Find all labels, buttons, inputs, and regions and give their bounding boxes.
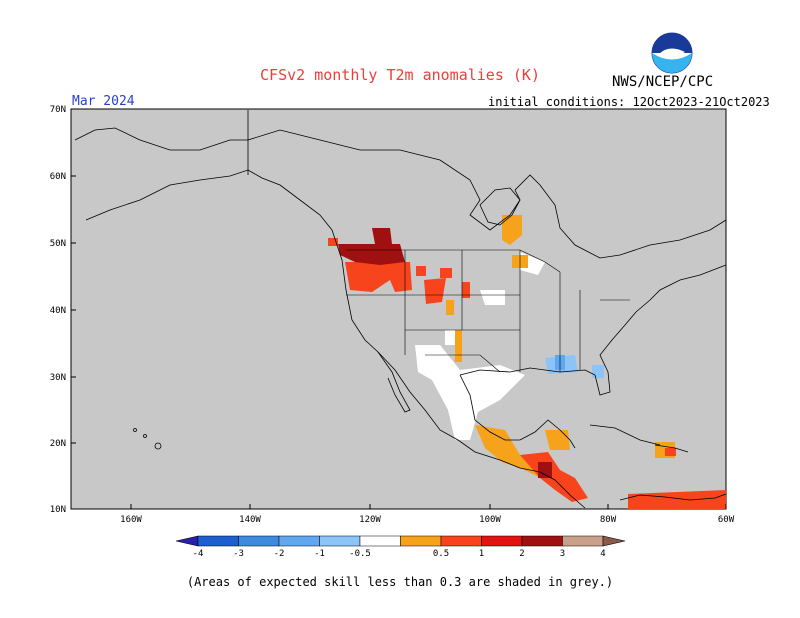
anomaly-patch	[440, 268, 452, 278]
lon-label: 120W	[359, 515, 381, 525]
colorbar-label: 0.5	[433, 549, 449, 559]
lat-label: 10N	[50, 505, 66, 515]
lat-label: 40N	[50, 306, 66, 316]
lon-label: 60W	[718, 515, 735, 525]
colorbar-label: -4	[193, 549, 204, 559]
anomaly-patch	[455, 330, 462, 362]
lat-label: 30N	[50, 373, 66, 383]
lon-label: 100W	[479, 515, 501, 525]
colorbar-cell	[278, 535, 320, 547]
lon-label: 80W	[600, 515, 617, 525]
anomaly-patch	[446, 300, 454, 315]
colorbar-label: 2	[519, 549, 524, 559]
lat-label: 70N	[50, 105, 66, 115]
noaa-logo-icon	[651, 32, 693, 74]
anomaly-shading	[328, 215, 726, 509]
anomaly-patch	[462, 282, 470, 298]
initial-conditions: initial conditions: 12Oct2023-21Oct2023	[488, 95, 770, 109]
anomaly-patch	[538, 462, 552, 478]
anomaly-patch	[665, 448, 676, 456]
colorbar-label: 4	[600, 549, 605, 559]
anomaly-patch	[545, 430, 570, 450]
anomaly-patch	[338, 244, 405, 265]
anomaly-patch	[520, 452, 588, 502]
colorbar-cell	[481, 535, 523, 547]
org-label: NWS/NCEP/CPC	[612, 74, 714, 90]
colorbar-cell	[521, 535, 563, 547]
colorbar-cell	[197, 535, 239, 547]
colorbar-cell	[440, 535, 482, 547]
colorbar-cell	[562, 535, 604, 547]
colorbar-cell	[400, 535, 442, 547]
political-boundaries	[346, 249, 630, 373]
colorbar-cell	[319, 535, 361, 547]
lon-label: 160W	[120, 515, 142, 525]
forecast-month: Mar 2024	[72, 94, 135, 109]
map-frame	[70, 108, 727, 510]
map-title: CFSv2 monthly T2m anomalies (K)	[260, 66, 540, 84]
lat-label: 20N	[50, 439, 66, 449]
colorbar-min-arrow	[175, 535, 199, 547]
anomaly-patch	[480, 290, 505, 305]
anomaly-patch	[502, 215, 522, 245]
anomaly-patch	[592, 365, 604, 378]
colorbar-label: 1	[479, 549, 484, 559]
anomaly-patch	[415, 345, 525, 440]
coastlines	[74, 110, 727, 509]
colorbar-label: 3	[560, 549, 565, 559]
colorbar-cell	[238, 535, 280, 547]
lat-label: 60N	[50, 172, 66, 182]
colorbar-cell	[359, 535, 401, 547]
colorbar-label: -0.5	[349, 549, 371, 559]
anomaly-patch	[628, 490, 726, 509]
anomaly-patch	[345, 262, 412, 292]
colorbar-label: -1	[314, 549, 325, 559]
colorbar: -4 -3 -2 -1 -0.5 0.5 1 2 3 4	[175, 535, 626, 559]
lon-label: 140W	[239, 515, 261, 525]
anomaly-patch	[445, 330, 455, 345]
anomaly-patch	[424, 278, 446, 304]
colorbar-label: -2	[274, 549, 285, 559]
colorbar-max-arrow	[602, 535, 626, 547]
anomaly-patch	[416, 266, 426, 276]
anomaly-patch	[328, 238, 338, 246]
axis-ticks: 70N 60N 50N 40N 30N 20N 10N 160W 140W 120W 100W 80W…	[50, 105, 735, 525]
lat-label: 50N	[50, 239, 66, 249]
colorbar-label: -3	[233, 549, 244, 559]
anomaly-patch	[372, 228, 392, 244]
footnote: (Areas of expected skill less than 0.3 a…	[186, 575, 614, 589]
